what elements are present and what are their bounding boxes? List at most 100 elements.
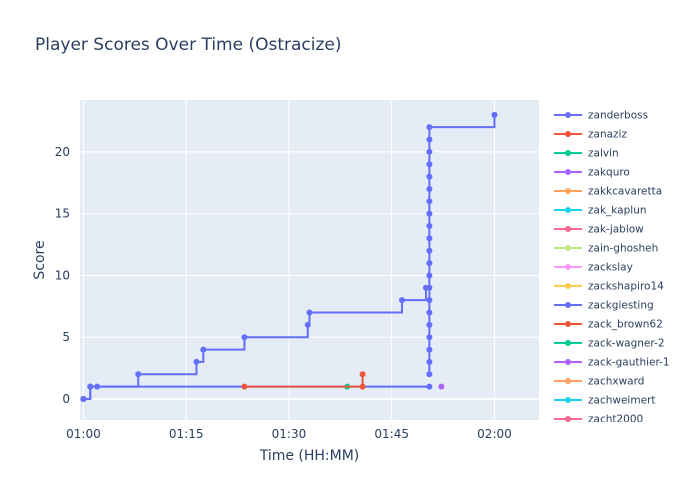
legend-item[interactable]: zakquro [554,167,630,179]
legend-marker [565,416,571,422]
y-tick-label: 20 [55,145,70,159]
legend-marker [565,397,571,403]
legend-marker [565,283,571,289]
legend-item[interactable]: zak_kaplun [554,205,647,217]
legend-label: zacht2000 [588,414,643,426]
legend-label: zack-wagner-2 [588,338,665,350]
legend-label: zakkcavaretta [588,186,662,198]
data-point[interactable] [426,148,433,155]
data-point[interactable] [426,297,433,304]
x-tick-label: 01:00 [66,427,101,441]
legend-item[interactable]: zackslay [554,262,633,274]
data-point[interactable] [193,358,200,365]
data-point[interactable] [426,124,433,131]
legend-item[interactable]: zain-ghosheh [554,243,658,255]
data-point[interactable] [426,173,433,180]
legend-label: zain-ghosheh [588,243,658,255]
x-axis-title: Time (HH:MM) [259,448,360,464]
data-point[interactable] [426,346,433,353]
legend-label: zachweimert [588,395,655,407]
legend-marker [565,378,571,384]
data-point[interactable] [241,334,248,341]
data-point[interactable] [398,297,405,304]
legend-marker [565,112,571,118]
y-tick-label: 15 [55,207,70,221]
data-point[interactable] [426,247,433,254]
data-point[interactable] [426,161,433,168]
legend-item[interactable]: zakkcavaretta [554,186,662,198]
legend-label: zanderboss [588,110,648,122]
data-point[interactable] [426,272,433,279]
data-point[interactable] [426,371,433,378]
data-point[interactable] [426,358,433,365]
legend-item[interactable]: zachxward [554,376,644,388]
data-point[interactable] [426,136,433,143]
series-layer [80,111,498,402]
grid-lines [80,100,539,420]
legend-item[interactable]: zackshapiro14 [554,281,664,293]
legend-marker [565,207,571,213]
data-point[interactable] [426,383,433,390]
y-tick-label: 10 [55,268,70,282]
data-point[interactable] [426,321,433,328]
data-point[interactable] [491,111,498,118]
legend-item[interactable]: zanaziz [554,129,627,141]
legend-label: zanaziz [588,129,627,141]
legend-label: zack-gauthier-1 [588,357,670,369]
data-point[interactable] [438,383,445,390]
legend-marker [565,226,571,232]
data-point[interactable] [306,309,313,316]
series-zakquro [438,383,445,390]
data-point[interactable] [359,371,366,378]
x-tick-label: 02:00 [477,427,512,441]
data-point[interactable] [304,321,311,328]
y-tick-label: 5 [62,330,70,344]
data-point[interactable] [80,395,87,402]
data-point[interactable] [426,284,433,291]
legend-label: zak-jablow [588,224,644,236]
legend-label: zack_brown62 [588,319,663,331]
data-point[interactable] [426,198,433,205]
legend-label: zackshapiro14 [588,281,664,293]
legend-marker [565,321,571,327]
y-axis-title: Score [32,240,48,279]
data-point[interactable] [426,223,433,230]
legend-item[interactable]: zack-gauthier-1 [554,357,670,369]
legend[interactable]: zanderboss zanaziz zalvin zakquro zakkcavare… [554,110,670,426]
legend-marker [565,302,571,308]
legend-item[interactable]: zak-jablow [554,224,644,236]
legend-label: zalvin [588,148,619,160]
data-point[interactable] [94,383,101,390]
data-point[interactable] [426,235,433,242]
x-tick-label: 01:30 [272,427,307,441]
legend-item[interactable]: zack-wagner-2 [554,338,665,350]
legend-marker [565,188,571,194]
legend-label: zachxward [588,376,644,388]
legend-marker [565,131,571,137]
legend-label: zak_kaplun [588,205,647,217]
data-point[interactable] [359,383,366,390]
x-tick-label: 01:45 [374,427,409,441]
legend-item[interactable]: zackgiesting [554,300,654,312]
legend-item[interactable]: zachweimert [554,395,655,407]
legend-item[interactable]: zalvin [554,148,619,160]
legend-item[interactable]: zack_brown62 [554,319,663,331]
data-point[interactable] [426,260,433,267]
data-point[interactable] [426,334,433,341]
axis-ticks: 01:00 01:15 01:30 01:45 02:00 0 5 10 15 20 [55,145,512,441]
plot-area [80,100,539,420]
data-point[interactable] [241,383,248,390]
data-point[interactable] [426,185,433,192]
data-point[interactable] [135,371,142,378]
data-point[interactable] [426,210,433,217]
data-point[interactable] [426,309,433,316]
y-tick-label: 0 [62,392,70,406]
data-point[interactable] [200,346,207,353]
legend-item[interactable]: zacht2000 [554,414,643,426]
legend-marker [565,169,571,175]
legend-marker [565,245,571,251]
data-point[interactable] [87,383,94,390]
legend-item[interactable]: zanderboss [554,110,648,122]
